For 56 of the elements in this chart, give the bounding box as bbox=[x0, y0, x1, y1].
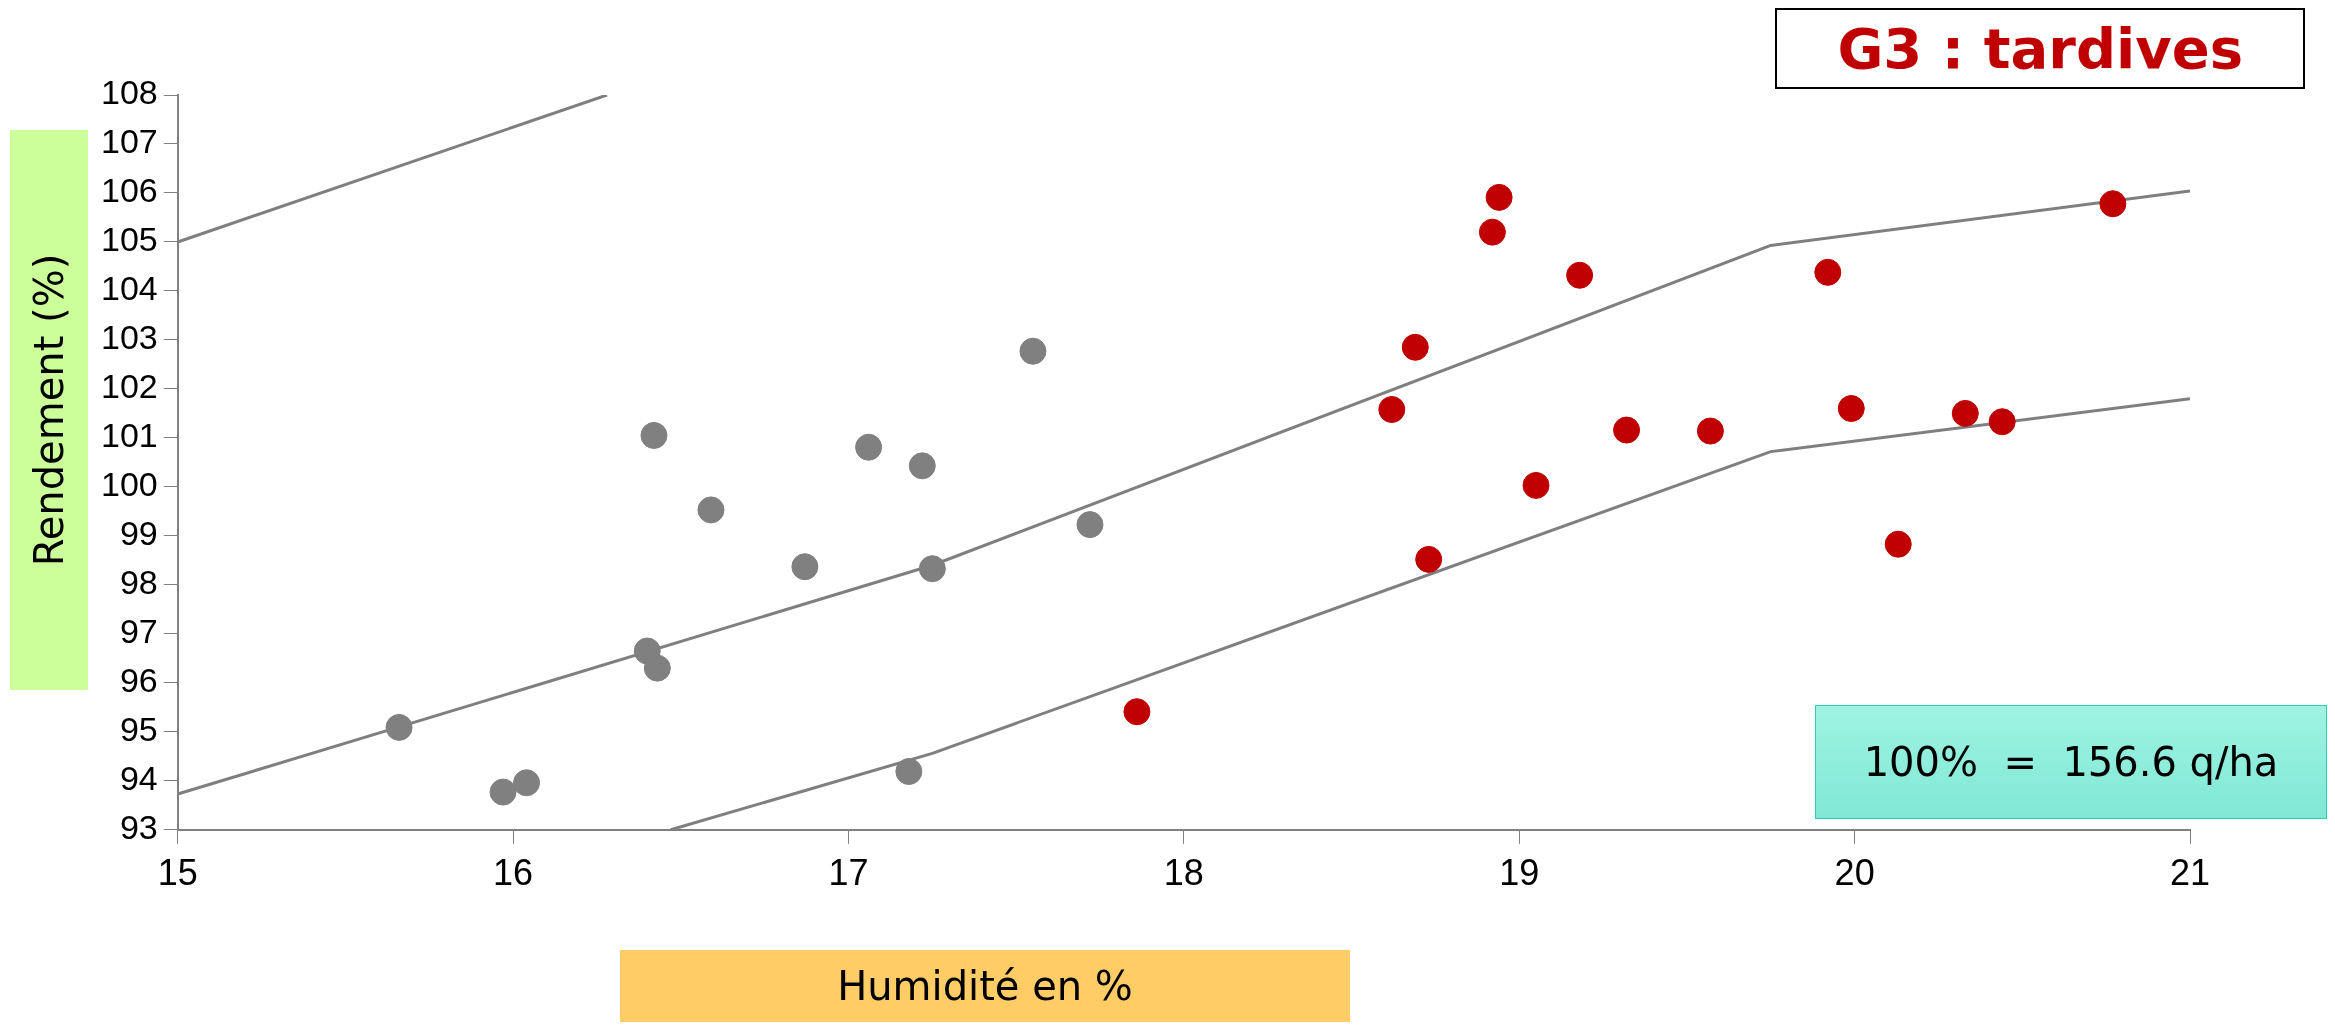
y-tick-label: 102 bbox=[100, 367, 158, 406]
x-tick-label: 15 bbox=[157, 852, 198, 894]
y-tick-label: 105 bbox=[100, 220, 158, 259]
point bbox=[697, 496, 725, 524]
x-tick-label: 18 bbox=[1163, 852, 1204, 894]
point bbox=[1837, 395, 1865, 423]
x-tick-label: 19 bbox=[1499, 852, 1540, 894]
point bbox=[1485, 183, 1513, 211]
y-tick-label: 95 bbox=[119, 710, 158, 749]
y-tick-label: 107 bbox=[100, 122, 158, 161]
y-tick-label: 97 bbox=[119, 612, 158, 651]
x-tick-label: 20 bbox=[1834, 852, 1875, 894]
y-tick-label: 104 bbox=[100, 269, 158, 308]
point bbox=[1951, 399, 1979, 427]
x-tick-label: 17 bbox=[828, 852, 869, 894]
point bbox=[1613, 416, 1641, 444]
y-tick-label: 106 bbox=[100, 171, 158, 210]
x-axis-title: Humidité en % bbox=[620, 950, 1350, 1022]
y-axis-title: Rendement (%) bbox=[26, 253, 72, 567]
y-tick-label: 101 bbox=[100, 416, 158, 455]
point bbox=[1988, 408, 2016, 436]
y-tick-label: 103 bbox=[100, 318, 158, 357]
point bbox=[1566, 261, 1594, 289]
point bbox=[1522, 471, 1550, 499]
point bbox=[1884, 530, 1912, 558]
point bbox=[918, 555, 946, 583]
point bbox=[2099, 190, 2127, 218]
y-tick-label: 108 bbox=[100, 73, 158, 112]
point bbox=[1401, 333, 1429, 361]
point bbox=[385, 713, 413, 741]
y-tick-label: 96 bbox=[119, 661, 158, 700]
point bbox=[791, 553, 819, 581]
y-tick-label: 93 bbox=[119, 808, 158, 847]
point bbox=[1378, 395, 1406, 423]
x-tick-label: 21 bbox=[2169, 852, 2211, 894]
y-tick-label: 98 bbox=[119, 563, 158, 602]
point bbox=[489, 778, 517, 806]
point bbox=[1415, 545, 1443, 573]
point bbox=[1019, 337, 1047, 365]
annotation: 100% = 156.6 q/ha bbox=[1815, 705, 2327, 819]
point bbox=[1076, 511, 1104, 539]
chart-title: G3 : tardives bbox=[1775, 8, 2305, 89]
point bbox=[908, 452, 936, 480]
point bbox=[1696, 417, 1724, 445]
point bbox=[643, 654, 671, 682]
point bbox=[513, 769, 541, 797]
point bbox=[895, 758, 923, 786]
point bbox=[855, 433, 883, 461]
y-tick-label: 99 bbox=[119, 514, 158, 553]
x-tick-label: 16 bbox=[493, 852, 534, 894]
y-tick-label: 94 bbox=[119, 759, 158, 798]
y-tick-label: 100 bbox=[100, 465, 158, 504]
point bbox=[1123, 698, 1151, 726]
point bbox=[1814, 258, 1842, 286]
point bbox=[640, 421, 668, 449]
point bbox=[1478, 218, 1506, 246]
